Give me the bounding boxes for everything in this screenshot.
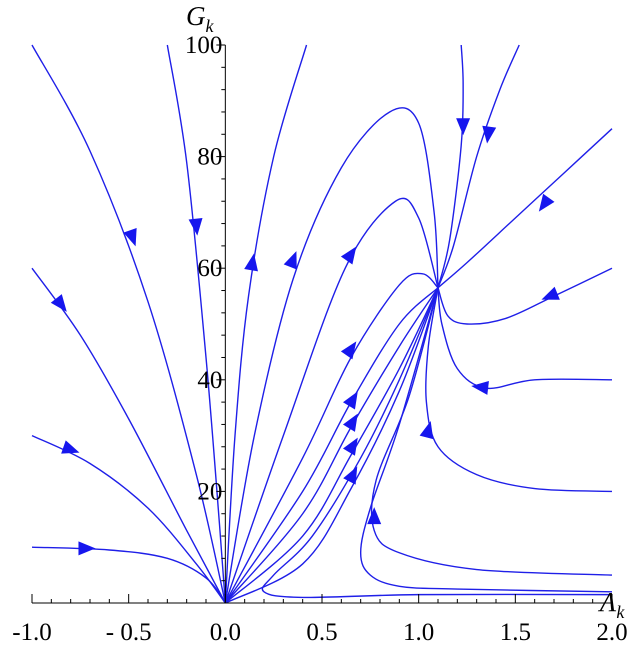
x-tick-label-1: - 0.5	[106, 619, 152, 646]
flow-line-17	[425, 287, 613, 493]
flow-arrow-21-1	[482, 125, 497, 144]
flow-arrow-2-1	[61, 440, 80, 454]
x-tick-label-0: -1.0	[12, 619, 52, 646]
flow-arrow-1-1	[78, 541, 96, 556]
flow-arrow-12-1	[342, 437, 358, 456]
flow-line-4	[31, 44, 227, 604]
flow-arrow-17-1	[419, 420, 434, 440]
flow-arrow-16-1	[367, 507, 382, 525]
y-axis-title: Gk	[186, 1, 215, 36]
x-tick-label-2: 0.0	[210, 619, 241, 646]
flow-line-5	[166, 44, 227, 604]
flow-arrow-3-1	[50, 294, 67, 312]
flow-arrows	[50, 118, 560, 556]
flow-line-18	[437, 287, 613, 390]
flow-line-13	[225, 287, 439, 604]
flow-arrow-20-1	[538, 193, 555, 212]
y-tick-label-3: 80	[197, 144, 222, 171]
flow-line-2	[31, 434, 226, 604]
y-tick-label-4: 100	[185, 32, 223, 59]
flow-line-9	[224, 272, 439, 604]
tick-labels: -1.0 - 0.5 0.0 0.5 1.0 1.5 2.0 20 40 60 80 100	[12, 32, 627, 646]
flow-line-7	[224, 107, 439, 604]
flow-line-6	[224, 44, 308, 604]
x-tick-label-6: 2.0	[596, 619, 627, 646]
x-tick-label-5: 1.5	[500, 619, 531, 646]
x-axis-title: Λk	[597, 587, 625, 622]
flow-line-15	[359, 287, 613, 593]
flow-arrow-18-1	[471, 380, 489, 395]
flow-lines	[31, 44, 613, 604]
y-tick-label-2: 60	[197, 255, 222, 282]
flow-arrow-5-1	[188, 218, 203, 236]
flow-line-22	[437, 44, 464, 288]
flow-arrow-6-1	[244, 253, 258, 272]
flow-arrow-10-1	[342, 391, 358, 410]
flow-line-16	[370, 287, 613, 576]
flow-arrow-11-1	[342, 413, 358, 432]
flow-line-21	[437, 44, 520, 288]
flow-line-3	[31, 267, 226, 604]
flow-arrow-19-1	[541, 286, 560, 300]
x-axis-title-sub: k	[616, 602, 625, 622]
flow-line-8	[224, 197, 439, 604]
flow-arrow-13-1	[343, 466, 358, 485]
y-tick-label-0: 20	[197, 478, 222, 505]
x-axis-title-main: Λ	[597, 587, 617, 617]
flow-arrow-22-1	[456, 118, 471, 136]
flow-line-10	[224, 287, 439, 604]
x-tick-label-4: 1.0	[403, 619, 434, 646]
flow-line-12	[224, 287, 439, 604]
flow-arrow-9-1	[340, 341, 357, 360]
flow-arrow-7-1	[283, 251, 297, 270]
x-tick-label-3: 0.5	[306, 619, 337, 646]
flow-arrow-4-1	[123, 227, 137, 247]
flow-arrow-8-1	[340, 246, 357, 265]
y-axis-title-main: G	[186, 1, 206, 31]
flow-line-20	[437, 128, 613, 289]
y-axis-title-sub: k	[206, 16, 215, 36]
y-tick-label-1: 40	[197, 367, 222, 394]
tick-marks	[31, 44, 613, 603]
flow-line-19	[437, 267, 613, 325]
